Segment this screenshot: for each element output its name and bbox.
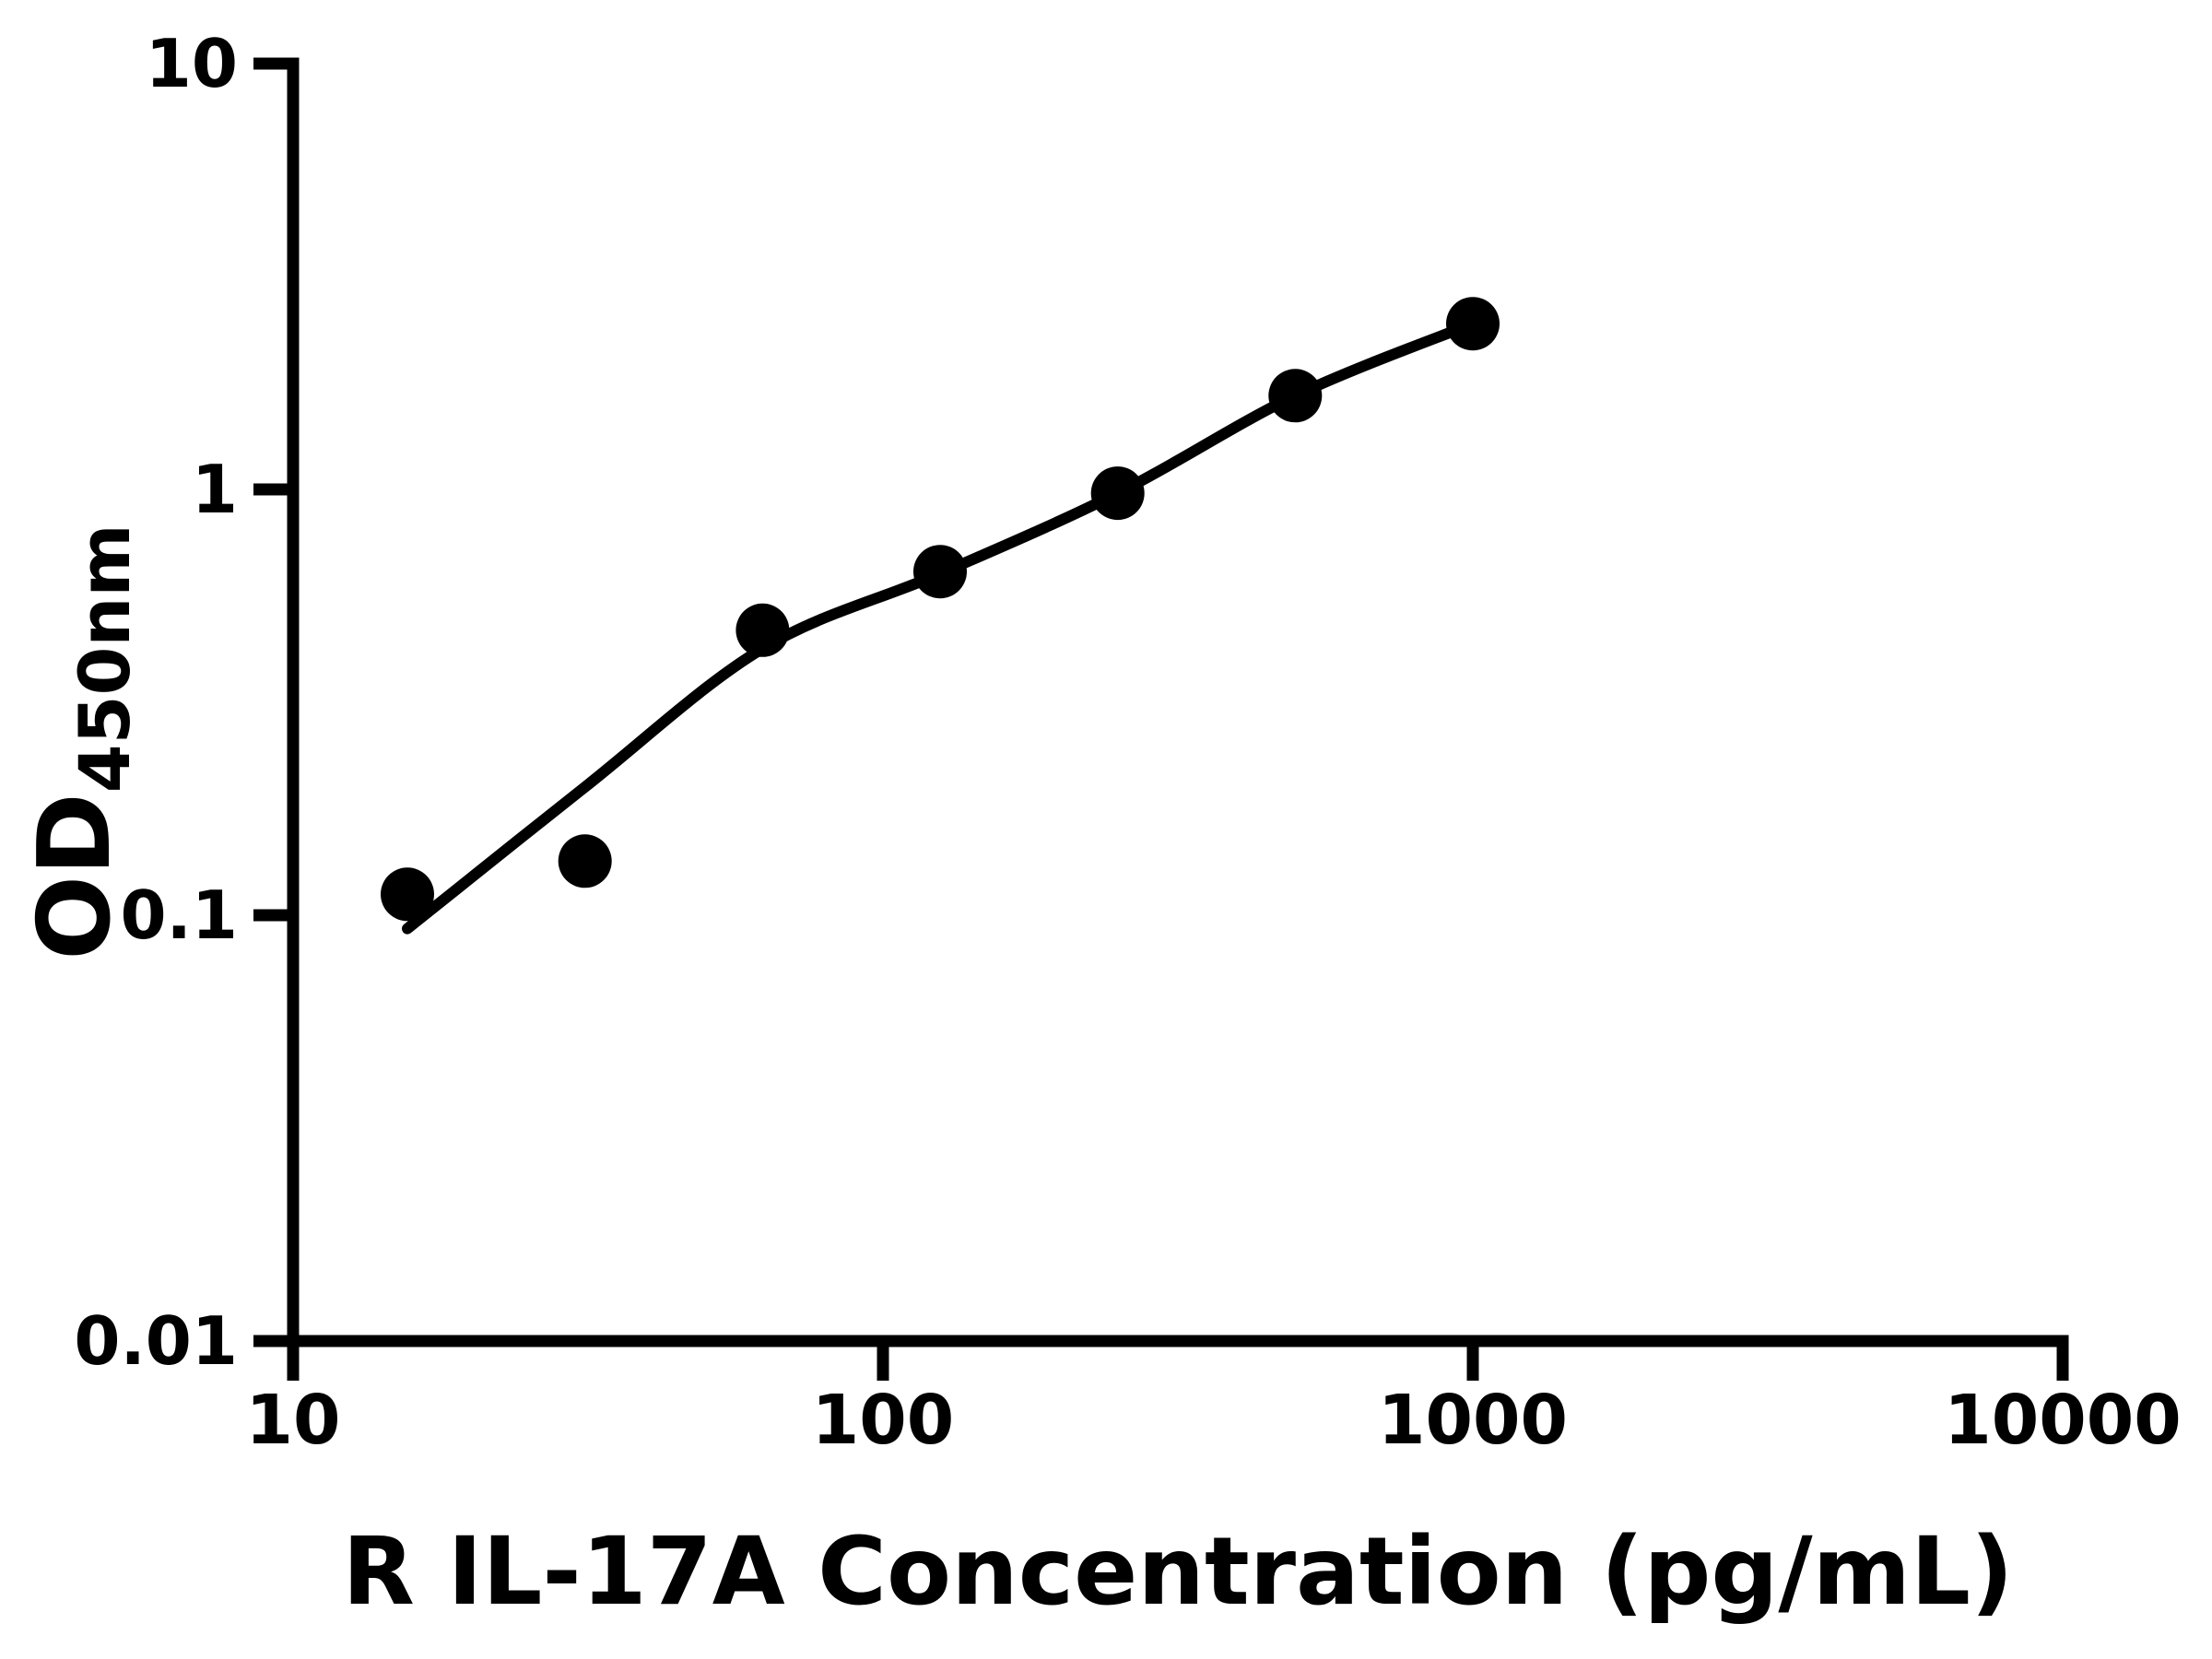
x-axis-ticks <box>287 1341 2069 1381</box>
y-tick-label: 0.01 <box>74 1302 238 1380</box>
y-axis-ticks <box>253 57 293 1347</box>
y-tick-label: 1 <box>192 451 238 528</box>
data-points-layer <box>381 297 1500 922</box>
data-point <box>1268 369 1323 423</box>
y-axis-tick-labels: 10 1 0.1 0.01 <box>74 25 238 1380</box>
y-axis-title-main: OD <box>18 793 133 959</box>
x-axis-tick-labels: 10 100 1000 10000 <box>246 1381 2182 1460</box>
x-tick-label: 1000 <box>1378 1381 1568 1460</box>
y-tick-label: 10 <box>146 25 238 102</box>
axes <box>287 57 2069 1347</box>
data-point <box>1446 297 1500 351</box>
x-tick-label: 100 <box>812 1381 954 1460</box>
data-point <box>735 603 790 657</box>
x-axis-title: R IL-17A Concentration (pg/mL) <box>342 1517 2013 1627</box>
data-point <box>1090 466 1145 521</box>
data-point <box>913 545 967 599</box>
y-tick-label: 0.1 <box>120 877 238 954</box>
y-axis-title: OD450nm <box>18 524 146 959</box>
x-tick-label: 10 <box>246 1381 341 1460</box>
x-tick-label: 10000 <box>1944 1381 2181 1460</box>
data-point <box>558 834 612 888</box>
y-axis-title-subscript: 450nm <box>64 524 146 793</box>
data-point <box>381 867 434 922</box>
